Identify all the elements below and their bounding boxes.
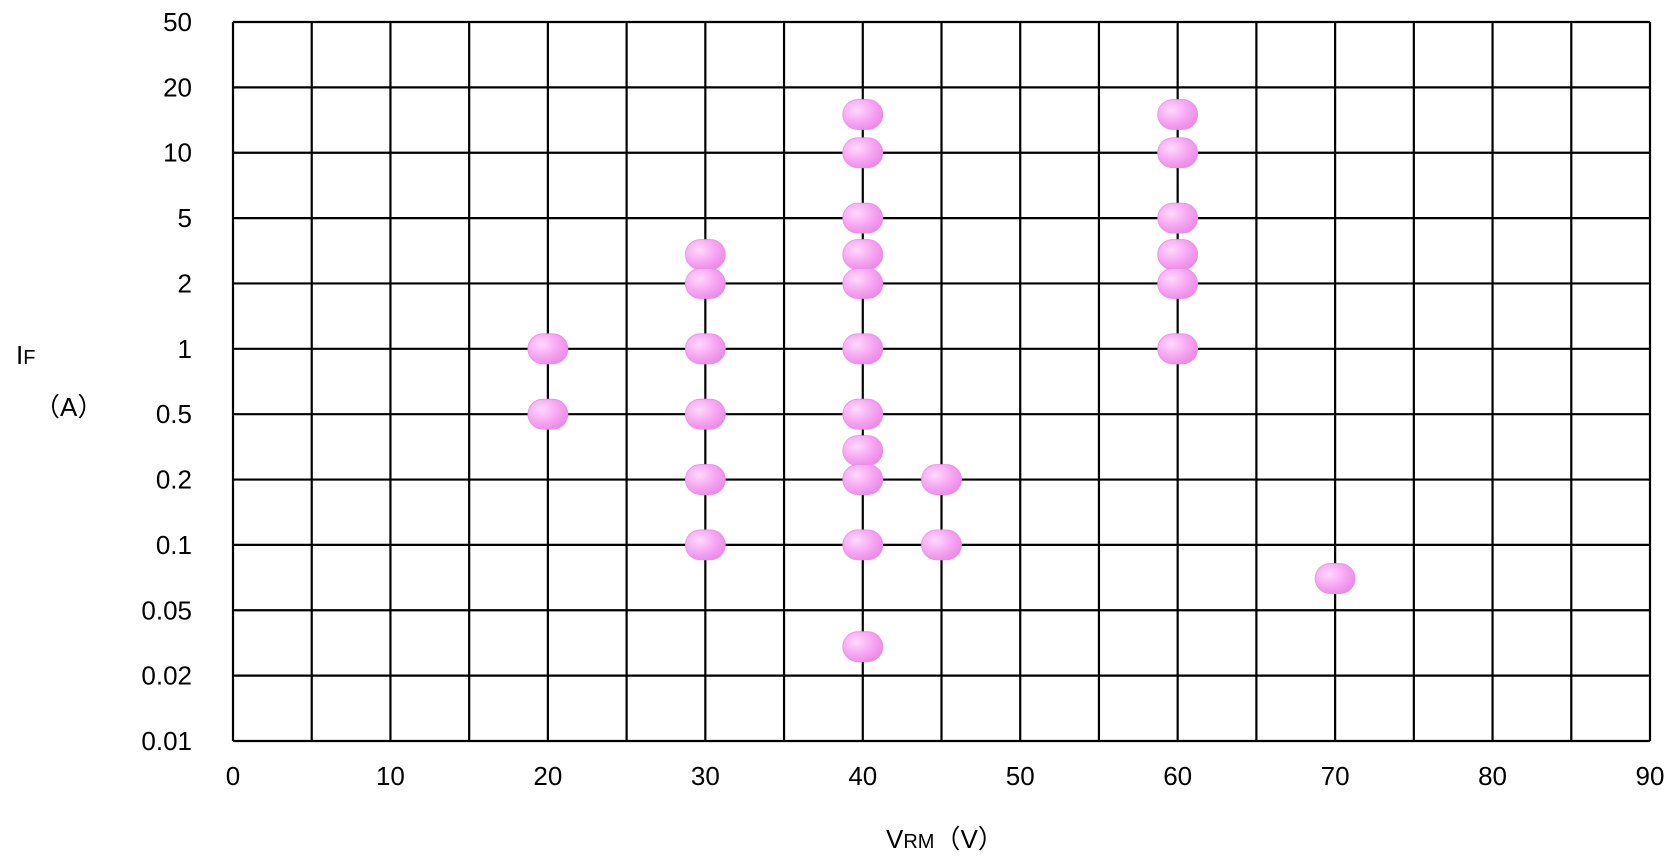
data-point: [684, 464, 726, 495]
data-point: [842, 333, 884, 365]
y-axis-label-main: I: [16, 340, 23, 370]
y-tick-label: 0.01: [141, 726, 192, 756]
data-point: [842, 268, 884, 299]
y-tick-label: 0.1: [156, 530, 192, 560]
data-point: [842, 202, 884, 234]
x-tick-label: 50: [1006, 761, 1035, 791]
y-axis-label-sub: F: [23, 347, 35, 369]
data-point: [1157, 268, 1199, 299]
x-tick-label: 90: [1636, 761, 1665, 791]
y-axis-label: IF: [16, 340, 35, 370]
y-tick-label: 0.02: [141, 661, 192, 691]
y-tick-label: 0.2: [156, 465, 192, 495]
data-point: [842, 398, 884, 430]
data-point: [684, 529, 726, 561]
data-point: [684, 398, 726, 430]
data-point: [842, 464, 884, 495]
x-tick-label: 0: [226, 761, 240, 791]
data-point: [842, 631, 884, 663]
y-tick-label: 20: [163, 72, 192, 102]
data-point: [1157, 99, 1199, 130]
y-tick-label: 5: [178, 203, 192, 233]
data-point: [842, 99, 884, 130]
x-axis-label-sub: RM: [903, 831, 934, 853]
data-point: [842, 137, 884, 169]
data-point: [527, 333, 569, 365]
data-point: [684, 239, 726, 270]
y-axis-unit: （A）: [34, 392, 103, 422]
y-tick-label: 2: [178, 268, 192, 298]
x-tick-label: 70: [1321, 761, 1350, 791]
x-axis-label: VRM（V）: [886, 824, 1004, 854]
x-tick-label: 40: [848, 761, 877, 791]
y-tick-label: 50: [163, 7, 192, 37]
data-point: [842, 529, 884, 561]
data-point: [1157, 202, 1199, 234]
data-point: [684, 268, 726, 299]
data-point: [921, 464, 962, 495]
y-tick-label: 0.5: [156, 399, 192, 429]
grid-lines: [231, 20, 1652, 743]
data-point: [1157, 137, 1199, 169]
data-point: [1157, 239, 1199, 270]
x-tick-label: 30: [691, 761, 720, 791]
data-point: [527, 398, 569, 430]
x-tick-label: 80: [1478, 761, 1507, 791]
x-tick-label: 20: [533, 761, 562, 791]
x-tick-label: 10: [376, 761, 405, 791]
x-tick-label: 60: [1163, 761, 1192, 791]
x-axis-label-unit: （V）: [934, 824, 1003, 854]
data-point: [684, 333, 726, 365]
data-point: [1157, 333, 1199, 365]
data-points: [527, 99, 1356, 663]
x-tick-labels: 0 10 20 30 40 50 60 70 80 90: [226, 761, 1665, 791]
x-axis-label-main: V: [886, 824, 904, 854]
data-point: [842, 435, 884, 467]
y-tick-label: 0.05: [141, 595, 192, 625]
y-tick-label: 10: [163, 138, 192, 168]
y-tick-labels: 0.01 0.02 0.05 0.1 0.2 0.5 1 2 5 10 20 50: [141, 7, 192, 756]
y-tick-label: 1: [178, 334, 192, 364]
data-point: [921, 529, 962, 561]
data-point: [842, 239, 884, 270]
data-point: [1314, 563, 1356, 594]
